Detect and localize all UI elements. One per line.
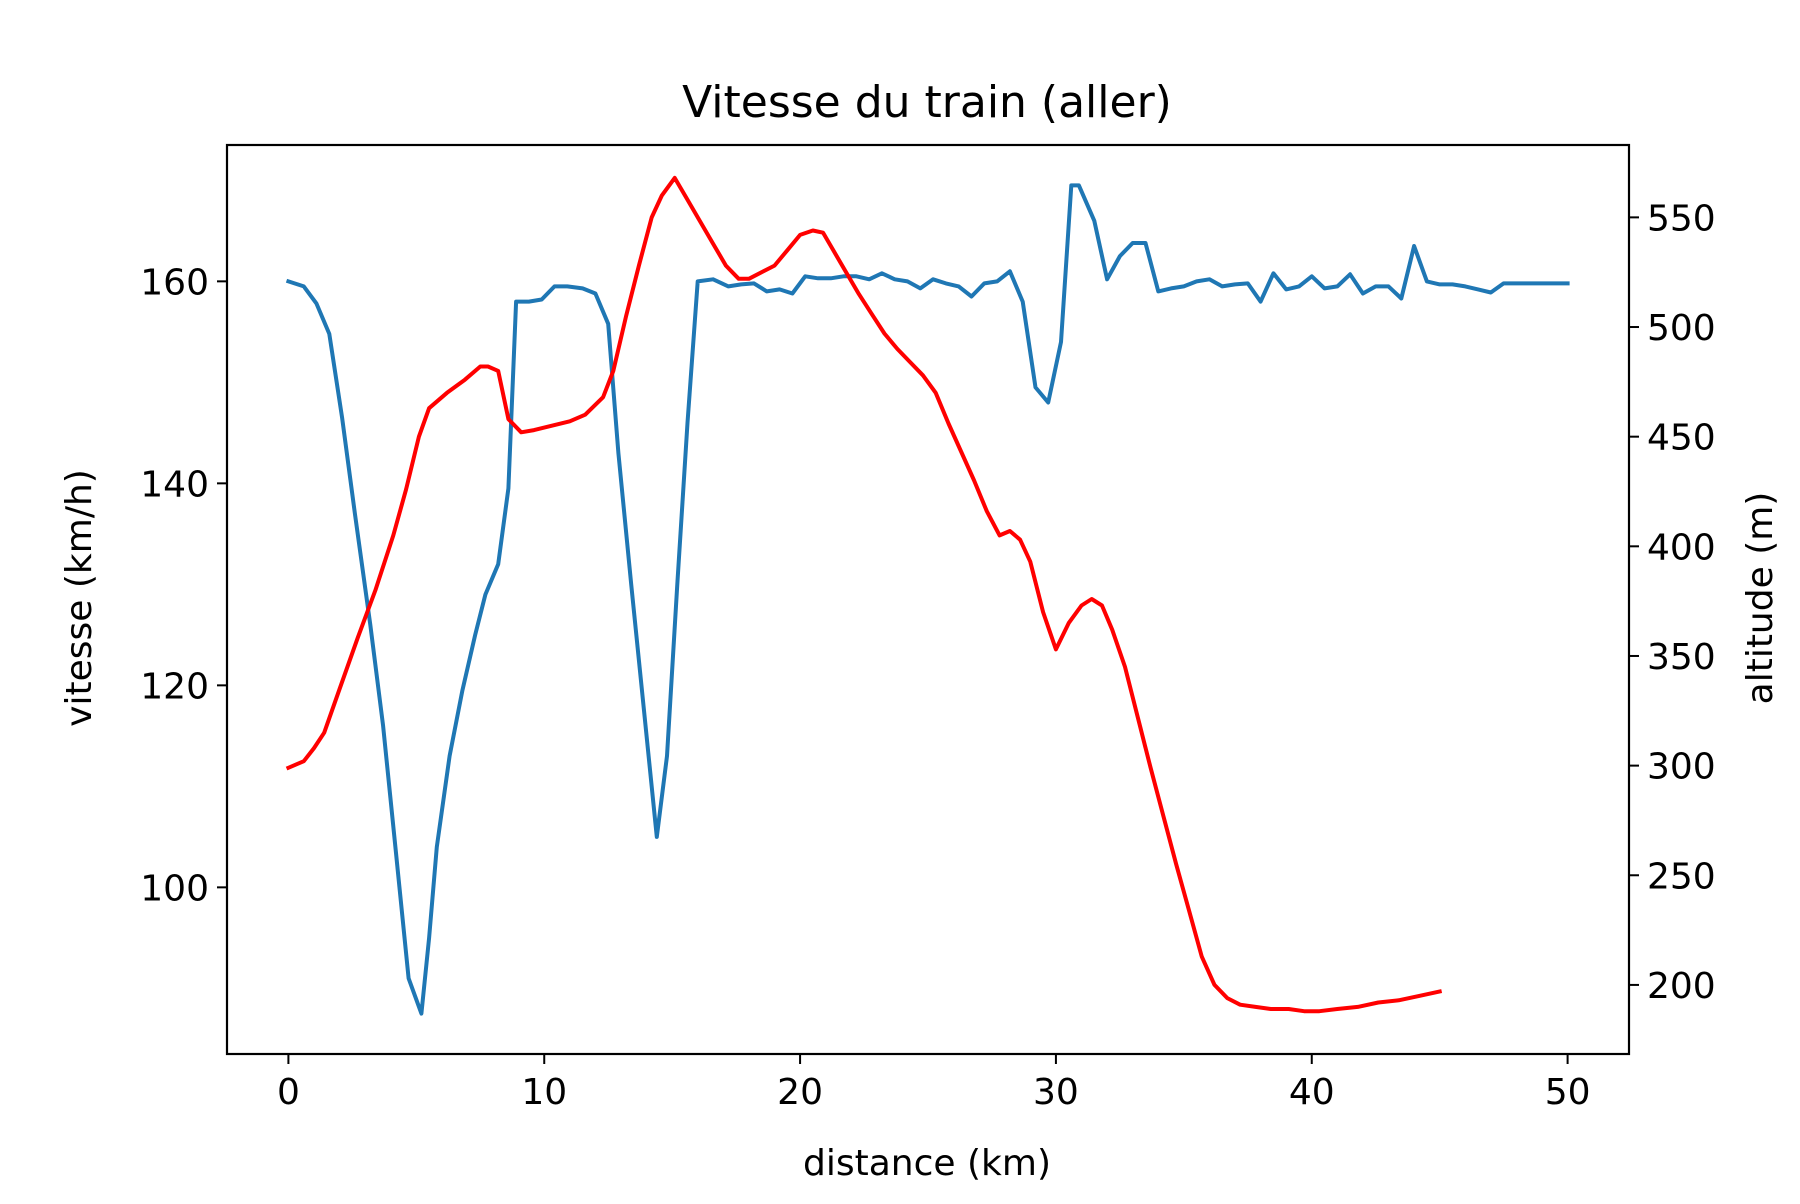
- y-tick-label-left: 120: [140, 666, 209, 707]
- y-tick-label-left: 140: [140, 464, 209, 505]
- x-tick-label: 20: [777, 1072, 823, 1113]
- y-tick-label-right: 300: [1647, 747, 1716, 788]
- x-tick-label: 30: [1033, 1072, 1079, 1113]
- plot-area: [285, 175, 1570, 1016]
- x-tick-label: 50: [1545, 1072, 1591, 1113]
- y-tick-label-right: 200: [1647, 966, 1716, 1007]
- y-tick-label-left: 160: [140, 262, 209, 303]
- axes: 0 10 20 30 40 50 100 120 140 160 200 250 300 350 400 45…: [140, 143, 1716, 1113]
- speed-series-line: [285, 183, 1570, 1016]
- x-tick-label: 10: [521, 1072, 567, 1113]
- chart-title: Vitesse du train (aller): [682, 77, 1172, 128]
- x-tick-label: 40: [1289, 1072, 1335, 1113]
- y-tick-label-right: 450: [1647, 418, 1716, 459]
- y-axis-label-left: vitesse (km/h): [59, 469, 100, 727]
- altitude-series-line: [285, 175, 1443, 1014]
- y-tick-label-right: 250: [1647, 856, 1716, 897]
- x-tick-label: 0: [277, 1072, 300, 1113]
- y-tick-label-right: 500: [1647, 308, 1716, 349]
- y-tick-label-left: 100: [140, 868, 209, 909]
- series-lines: [285, 175, 1570, 1016]
- y-axis-label-right: altitude (m): [1740, 492, 1781, 705]
- x-axis-label: distance (km): [803, 1143, 1051, 1184]
- y-tick-label-right: 350: [1647, 637, 1716, 678]
- axes-frame: [225, 143, 1631, 1056]
- y-tick-label-right: 550: [1647, 198, 1716, 239]
- y-tick-label-right: 400: [1647, 527, 1716, 568]
